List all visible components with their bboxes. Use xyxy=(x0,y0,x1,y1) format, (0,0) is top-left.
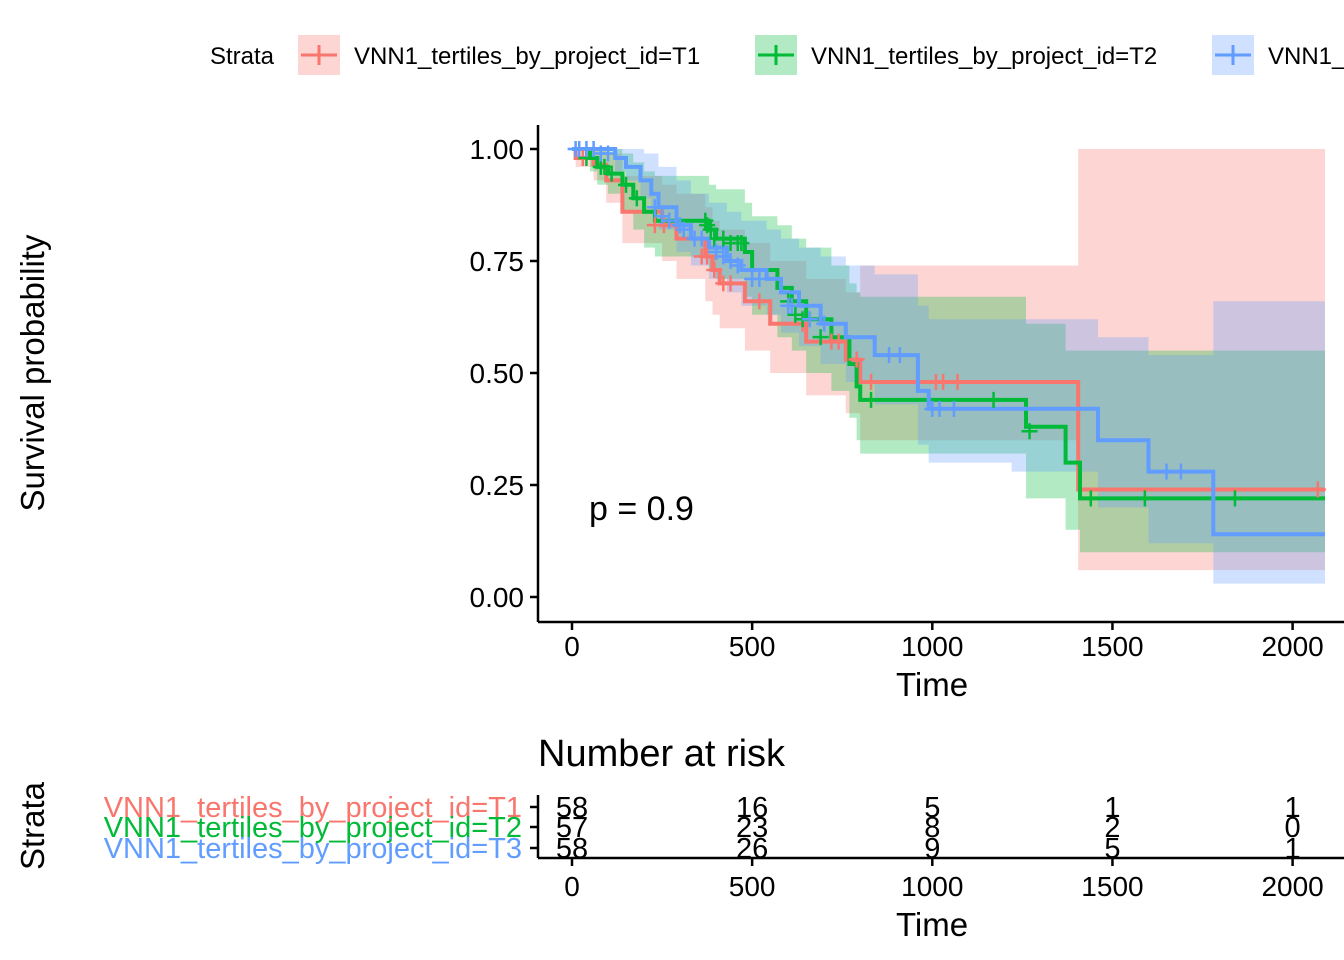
risk-count: 58 xyxy=(556,792,588,824)
risk-count: 2 xyxy=(1104,812,1120,844)
km-axes: 0.00 0.25 0.50 0.75 1.00 0 500 1000 1500 2000 xyxy=(470,125,1344,662)
risk-x-axis-title: Time xyxy=(896,906,968,943)
risk-count: 16 xyxy=(736,792,768,824)
x-tick-label: 1000 xyxy=(901,631,963,662)
risk-y-axis-title: Strata xyxy=(14,781,51,870)
y-axis-title: Survival probability xyxy=(14,234,51,511)
risk-table-title: Number at risk xyxy=(538,733,786,775)
censor-mark xyxy=(1082,490,1099,507)
censor-mark xyxy=(801,311,818,328)
censor-mark xyxy=(830,333,847,350)
censor-mark xyxy=(891,347,908,364)
censor-mark xyxy=(751,270,768,287)
y-tick-label: 1.00 xyxy=(470,134,525,165)
legend-label-1: VNN1_tertiles_by_project_id=T1 xyxy=(354,43,700,70)
censor-mark xyxy=(729,257,746,274)
censor-mark xyxy=(722,275,739,292)
ci-band-3 xyxy=(572,149,1325,584)
censor-mark xyxy=(596,158,613,175)
censor-mark xyxy=(935,373,952,390)
x-tick-label: 1500 xyxy=(1081,631,1143,662)
legend: Strata VNN1_tertiles_by_project_id=T1 VNN… xyxy=(210,35,1344,75)
risk-row-label-1: VNN1_tertiles_by_project_id=T1 xyxy=(104,792,522,824)
censor-mark xyxy=(661,212,678,229)
x-tick-label: 500 xyxy=(729,631,776,662)
p-value-annotation: p = 0.9 xyxy=(589,490,694,528)
risk-rows: VNN1_tertiles_by_project_id=T1 58 16 5 1 1 VNN… xyxy=(104,792,1301,865)
censor-mark xyxy=(706,261,723,278)
km-plot: 0.00 0.25 0.50 0.75 1.00 0 500 1000 1500 2000 p =… xyxy=(14,125,1344,703)
legend-label-3: VNN1_tertiles_by_project_id=T3 xyxy=(1268,43,1344,70)
risk-x-tick-label: 500 xyxy=(729,871,776,902)
ci-band-2 xyxy=(572,149,1325,553)
risk-x-tick-label: 1500 xyxy=(1081,871,1143,902)
risk-count: 0 xyxy=(1285,812,1301,844)
confidence-bands xyxy=(572,149,1325,584)
censor-mark xyxy=(1136,490,1153,507)
censor-mark xyxy=(816,315,833,332)
y-tick-label: 0.25 xyxy=(470,470,525,501)
x-tick-label: 2000 xyxy=(1261,631,1323,662)
risk-count: 23 xyxy=(736,812,768,844)
censor-mark xyxy=(1309,481,1326,498)
censor-mark xyxy=(848,351,865,368)
censor-marks xyxy=(567,141,1326,507)
censor-mark xyxy=(618,176,635,193)
risk-count: 57 xyxy=(556,812,588,844)
risk-x-tick-label: 2000 xyxy=(1261,871,1323,902)
risk-count: 5 xyxy=(924,792,940,824)
censor-mark xyxy=(1021,423,1038,440)
censor-mark xyxy=(812,329,829,346)
censor-mark xyxy=(675,221,692,238)
survival-curve-2 xyxy=(572,147,1325,501)
censor-mark xyxy=(733,235,750,252)
censor-mark xyxy=(702,221,719,238)
censor-mark xyxy=(693,230,710,247)
censor-mark xyxy=(1158,463,1175,480)
censor-mark xyxy=(603,165,620,182)
y-tick-label: 0.75 xyxy=(470,246,525,277)
x-axis-title: Time xyxy=(896,666,968,703)
censor-mark xyxy=(863,373,880,390)
censor-mark xyxy=(945,400,962,417)
risk-count: 1 xyxy=(1104,792,1120,824)
censor-mark xyxy=(931,400,948,417)
ci-band-1 xyxy=(572,149,1325,571)
legend-title: Strata xyxy=(210,43,275,70)
censor-mark xyxy=(863,391,880,408)
risk-x-tick-label: 0 xyxy=(564,871,580,902)
censor-mark xyxy=(646,199,663,216)
legend-label-2: VNN1_tertiles_by_project_id=T2 xyxy=(811,43,1157,70)
censor-mark xyxy=(949,373,966,390)
risk-axes: 0 500 1000 1500 2000 xyxy=(530,795,1344,902)
risk-count: 1 xyxy=(1285,792,1301,824)
x-tick-label: 0 xyxy=(564,631,580,662)
risk-row-label-2: VNN1_tertiles_by_project_id=T2 xyxy=(104,812,522,844)
censor-mark xyxy=(628,190,645,207)
censor-mark xyxy=(751,293,768,310)
censor-mark xyxy=(1172,463,1189,480)
risk-x-tick-label: 1000 xyxy=(901,871,963,902)
censor-mark xyxy=(699,248,716,265)
censor-mark xyxy=(1226,490,1243,507)
risk-count: 8 xyxy=(924,812,940,844)
risk-table: Number at risk VNN1_tertiles_by_project_… xyxy=(14,733,1344,943)
y-tick-label: 0.50 xyxy=(470,358,525,389)
censor-mark xyxy=(985,391,1002,408)
censor-mark xyxy=(783,297,800,314)
risk-row-label-3: VNN1_tertiles_by_project_id=T3 xyxy=(104,833,522,865)
censor-mark xyxy=(600,145,617,162)
y-tick-label: 0.00 xyxy=(470,582,525,613)
